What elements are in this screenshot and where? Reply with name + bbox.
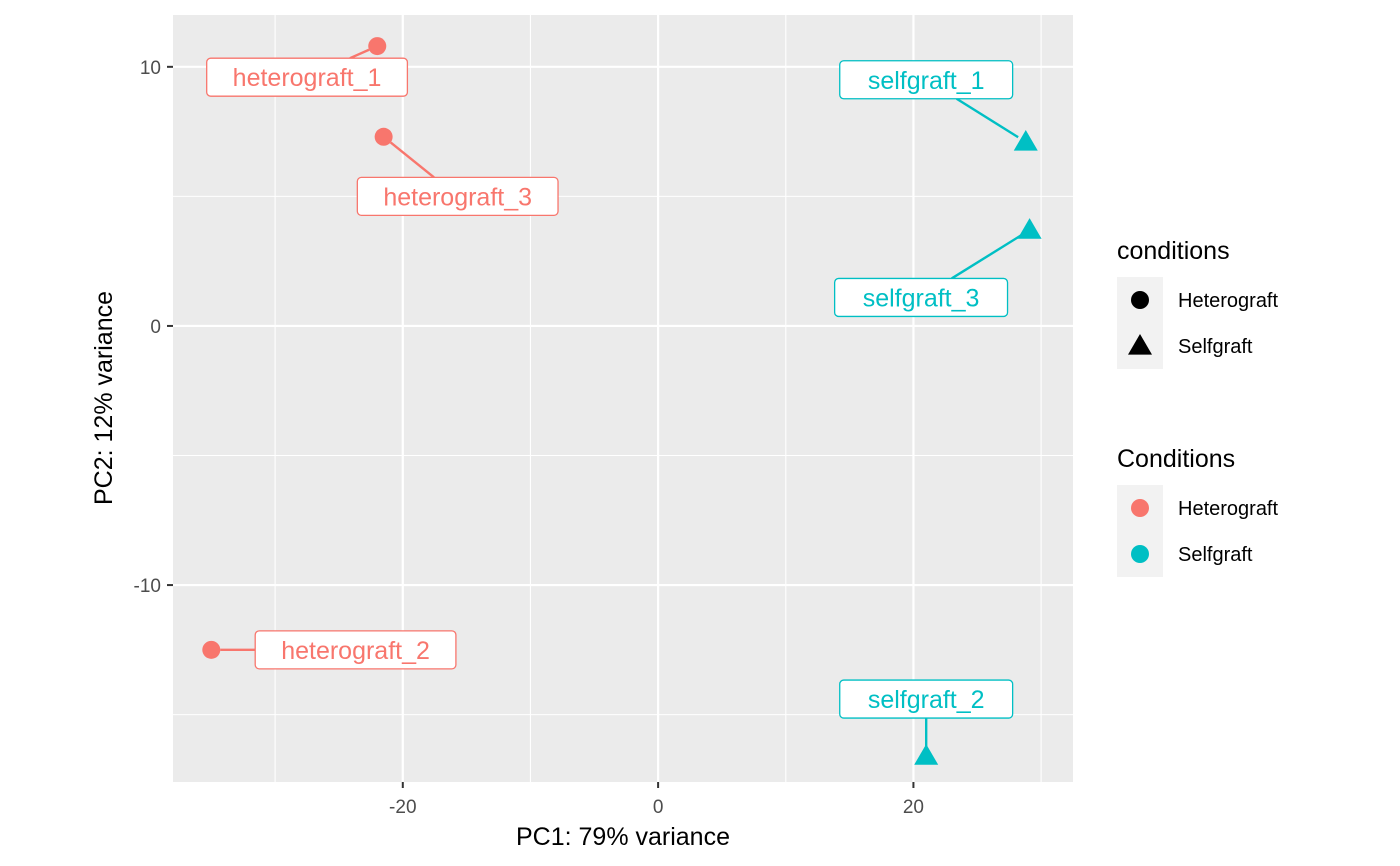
point-label-box <box>839 60 1014 100</box>
data-point-circle <box>368 37 387 56</box>
legend-key-color <box>1131 545 1149 563</box>
legend-item-label: Selfgraft <box>1178 336 1253 358</box>
point-label-text: heterograft_2 <box>281 637 430 665</box>
point-label-text: selfgraft_2 <box>868 686 985 714</box>
legend-key-triangle <box>1128 334 1152 355</box>
data-points <box>202 37 1042 765</box>
point-label-text: heterograft_1 <box>233 64 382 92</box>
y-axis-title: PC2: 12% variance <box>90 291 118 505</box>
data-point-triangle <box>1017 218 1042 239</box>
y-tick-label: 0 <box>150 317 161 338</box>
point-label-box <box>254 630 457 670</box>
x-tick-label: 20 <box>903 797 924 818</box>
point-label-box <box>839 679 1014 719</box>
data-point-circle <box>374 127 393 146</box>
legends: conditions Heterograft Selfgraft Conditions… <box>1117 237 1278 577</box>
point-label-box <box>206 57 409 97</box>
data-point-circle <box>202 640 221 659</box>
legend-item-label: Selfgraft <box>1178 544 1253 566</box>
legend-key-color <box>1131 499 1149 517</box>
x-tick-label: -20 <box>389 797 416 818</box>
y-tick-label: -10 <box>134 576 161 597</box>
x-tick-label: 0 <box>653 797 664 818</box>
data-point-triangle <box>1013 129 1038 151</box>
x-axis: -20 0 20 <box>389 782 924 818</box>
point-label-text: selfgraft_3 <box>863 284 980 312</box>
point-label-text: heterograft_3 <box>383 183 532 211</box>
minor-gridlines <box>173 15 1073 782</box>
legend-key-background <box>1117 485 1163 577</box>
label-connector <box>349 48 370 60</box>
point-label-text: selfgraft_1 <box>868 67 985 95</box>
y-tick-label: 10 <box>140 58 161 79</box>
point-label-box <box>356 176 559 217</box>
label-connector <box>955 97 1019 139</box>
label-connectors <box>220 48 1023 748</box>
data-point-triangle <box>914 744 939 765</box>
point-labels: heterograft_1heterograft_3heterograft_2s… <box>206 57 1014 719</box>
legend-title: Conditions <box>1117 445 1235 473</box>
point-label-box <box>833 277 1009 318</box>
legend-item-label: Heterograft <box>1178 290 1278 312</box>
x-axis-title: PC1: 79% variance <box>516 823 730 851</box>
major-gridlines <box>173 15 1073 782</box>
label-connector <box>951 233 1023 280</box>
legend-key-background <box>1117 277 1163 369</box>
legend-item-label: Heterograft <box>1178 498 1278 520</box>
label-connector <box>389 141 435 179</box>
legend-title: conditions <box>1117 237 1230 265</box>
y-axis: -10 0 10 <box>134 58 173 597</box>
legend-key-circle <box>1131 291 1149 309</box>
